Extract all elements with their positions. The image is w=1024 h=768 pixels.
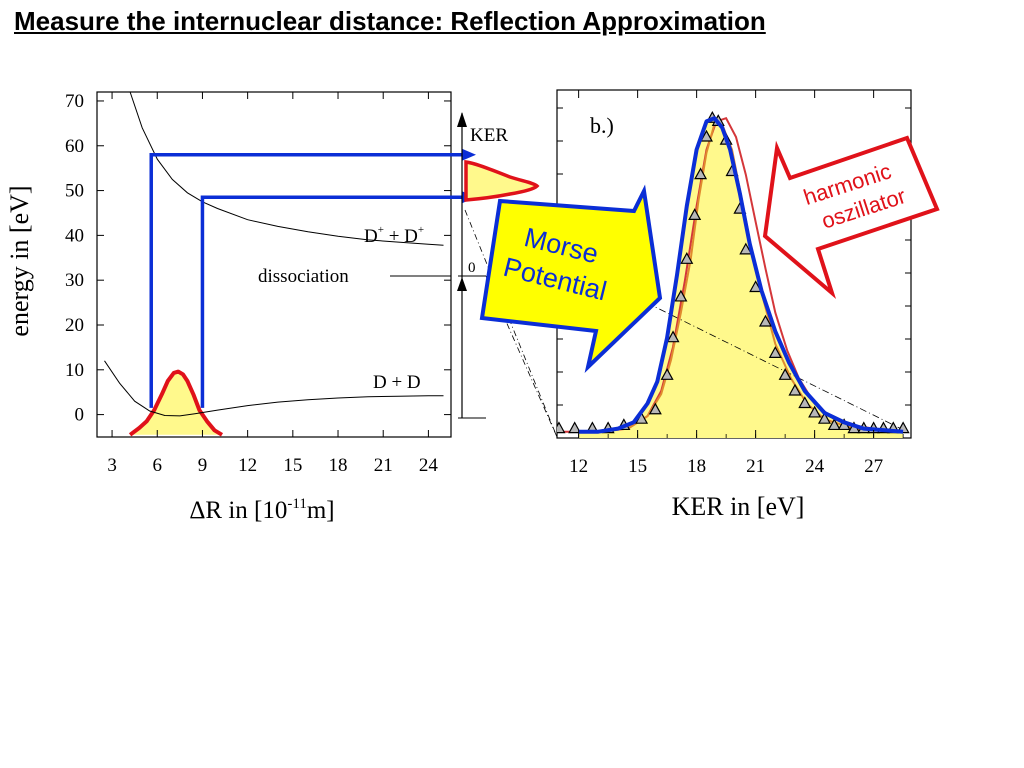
label-d-plus-d-plus: D+ + D+ [364,224,424,247]
coulomb-curve [129,92,444,246]
data-marker [788,383,802,396]
x-tick-label: 24 [805,456,825,477]
slide-title: Measure the internuclear distance: Refle… [14,6,766,36]
harmonic-callout: harmonic oszillator [762,135,940,300]
panel-a: 3 6 9 12 15 18 21 24 0 10 20 30 40 50 60 70 D+ + D+ dis… [5,91,476,524]
panel-a-frame [96,91,452,438]
projection-line [149,152,462,408]
data-marker [648,402,662,415]
ker-spectrum [557,110,910,438]
x-tick-label: 3 [107,455,117,476]
label-d-d: D + D [373,372,421,393]
data-marker [778,368,792,380]
ker-scale: KER 0 [457,112,558,438]
x-tick-label: 21 [746,456,765,477]
data-marker [808,405,822,418]
morse-curve [578,116,904,434]
data-marker [817,411,831,424]
data-marker [694,167,708,180]
x-tick-label: 15 [283,455,302,476]
y-tick-label: 10 [65,360,84,381]
potential-curves [104,92,444,417]
x-axis-label-b: KER in [eV] [672,492,805,521]
y-tick-label: 20 [65,315,84,336]
projection-arrowhead [462,148,476,161]
dashdot-line [558,258,908,433]
y-tick-label: 50 [65,181,84,202]
data-marker [699,129,713,142]
data-marker [768,346,782,358]
x-tick-label: 24 [419,455,439,476]
y-tick-label: 60 [65,136,84,157]
y-axis-label: energy in [eV] [5,185,34,336]
x-tick-label: 9 [198,455,208,476]
zero-label: 0 [468,260,476,276]
ker-label: KER [470,125,508,146]
spectrum-fill [578,118,904,438]
data-marker [749,280,763,293]
panel-b: 12 15 18 21 24 27 b.) KER in [eV] [556,89,912,521]
panel-a-ticks: 3 6 9 12 15 18 21 24 0 10 20 30 40 50 60 70 [65,91,451,476]
x-tick-label: 6 [153,455,163,476]
x-tick-label: 12 [569,456,588,477]
data-marker [674,289,688,302]
y-tick-label: 40 [65,225,84,246]
label-dissociation: dissociation [258,266,349,287]
panel-b-label: b.) [590,113,614,138]
data-marker [666,330,680,343]
x-tick-label: 15 [628,456,647,477]
wavefunction-fill [130,371,222,435]
y-tick-label: 0 [75,405,85,426]
ker-distribution [464,160,540,202]
panel-b-ticks: 12 15 18 21 24 27 [557,90,911,477]
data-marker [660,368,674,380]
morse-arrow-shape [479,184,663,374]
data-marker [557,421,566,434]
x-tick-label: 18 [687,456,706,477]
data-marker [680,252,694,264]
x-tick-label: 27 [864,456,883,477]
data-marker [827,418,841,431]
wavefunction-line [128,369,224,437]
y-tick-label: 30 [65,270,84,291]
harmonic-arrow-shape [762,135,940,300]
data-marker [739,242,753,255]
morse-callout: Morse Potential [479,184,663,374]
x-tick-label: 18 [329,455,348,476]
data-marker [568,421,582,434]
ground-state-curve [104,360,444,417]
x-tick-label: 12 [238,455,257,476]
wavefunction [128,369,224,437]
x-axis-label: ΔR in [10-11m] [189,496,334,524]
data-marker [798,396,812,409]
data-marker [688,208,702,221]
data-marker [758,314,772,327]
projection-line [200,195,462,408]
y-tick-label: 70 [65,91,84,112]
x-tick-label: 21 [374,455,393,476]
